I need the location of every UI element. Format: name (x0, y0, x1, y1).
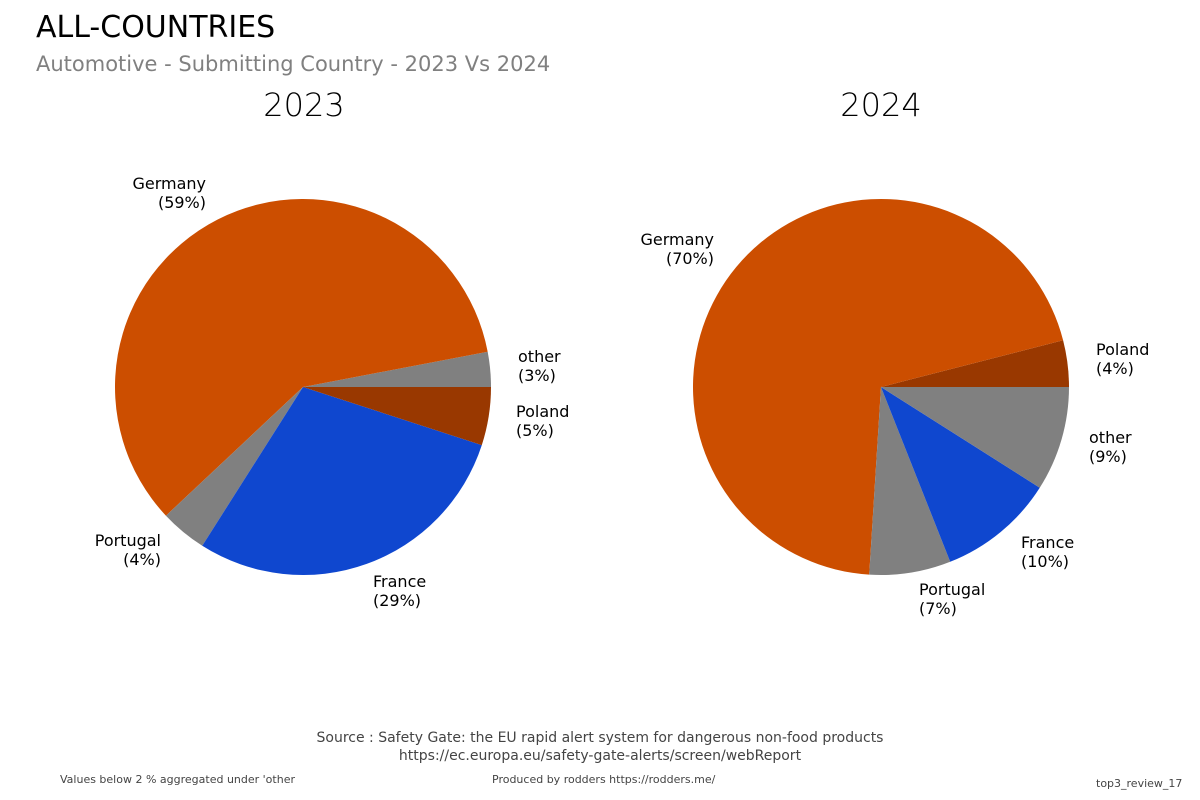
label-2024-other: other (9%) (1089, 428, 1132, 466)
source-note: Source : Safety Gate: the EU rapid alert… (0, 729, 1200, 765)
label-2024-france-pct: (10%) (1021, 552, 1070, 571)
label-2023-france-name: France (373, 572, 427, 591)
pie-2024 (692, 199, 1069, 575)
label-2024-other-pct: (9%) (1089, 447, 1127, 466)
label-2023-portugal-name: Portugal (94, 531, 161, 550)
label-2023-portugal-pct: (4%) (123, 550, 161, 569)
label-2024-germany: Germany (70%) (640, 230, 714, 268)
label-2023-poland-pct: (5%) (516, 421, 554, 440)
label-2024-germany-name: Germany (640, 230, 714, 249)
label-2023-portugal: Portugal (4%) (95, 531, 161, 569)
label-2023-france: France (29%) (373, 572, 426, 610)
label-2024-poland-pct: (4%) (1096, 359, 1134, 378)
label-2023-germany-pct: (59%) (157, 193, 206, 212)
label-2023-other-name: other (518, 347, 561, 366)
slice-2024-poland (881, 340, 1069, 387)
chart-title: ALL-COUNTRIES (36, 10, 276, 45)
slice-2024-other (881, 387, 1069, 488)
source-line-1: Source : Safety Gate: the EU rapid alert… (316, 730, 884, 746)
label-2023-poland-name: Poland (516, 402, 570, 421)
label-2024-germany-pct: (70%) (665, 249, 714, 268)
label-2024-poland-name: Poland (1096, 340, 1150, 359)
label-2024-portugal: Portugal (7%) (919, 580, 985, 618)
label-2024-portugal-name: Portugal (919, 580, 986, 599)
footer-aggregation-note: Values below 2 % aggregated under 'other (60, 773, 295, 786)
source-url: https://ec.europa.eu/safety-gate-alerts/… (398, 748, 802, 764)
chart-subtitle: Automotive - Submitting Country - 2023 V… (36, 52, 551, 76)
pie-title-2023: 2023 (263, 86, 345, 124)
slice-2023-other (303, 351, 491, 387)
label-2023-other-pct: (3%) (518, 366, 556, 385)
label-2024-other-name: other (1089, 428, 1132, 447)
label-2024-poland: Poland (4%) (1096, 340, 1149, 378)
label-2024-portugal-pct: (7%) (919, 599, 957, 618)
label-2024-france: France (10%) (1021, 533, 1074, 571)
label-2023-poland: Poland (5%) (516, 402, 569, 440)
pie-title-2024: 2024 (840, 86, 922, 124)
label-2023-other: other (3%) (518, 347, 561, 385)
slice-2024-france (881, 387, 1040, 562)
slice-2023-poland (303, 387, 491, 446)
slice-2023-france (202, 387, 482, 575)
footer-id: top3_review_17 (1096, 777, 1183, 790)
slice-2023-portugal (165, 387, 303, 546)
label-2024-france-name: France (1021, 533, 1075, 552)
label-2023-germany: Germany (59%) (132, 174, 206, 212)
slice-2024-portugal (869, 387, 951, 575)
pie-2023 (114, 199, 491, 575)
slice-2024-germany (692, 199, 1064, 575)
label-2023-france-pct: (29%) (373, 591, 422, 610)
slice-2023-germany (114, 199, 488, 516)
label-2023-germany-name: Germany (132, 174, 206, 193)
footer-credit: Produced by rodders https://rodders.me/ (492, 773, 716, 786)
